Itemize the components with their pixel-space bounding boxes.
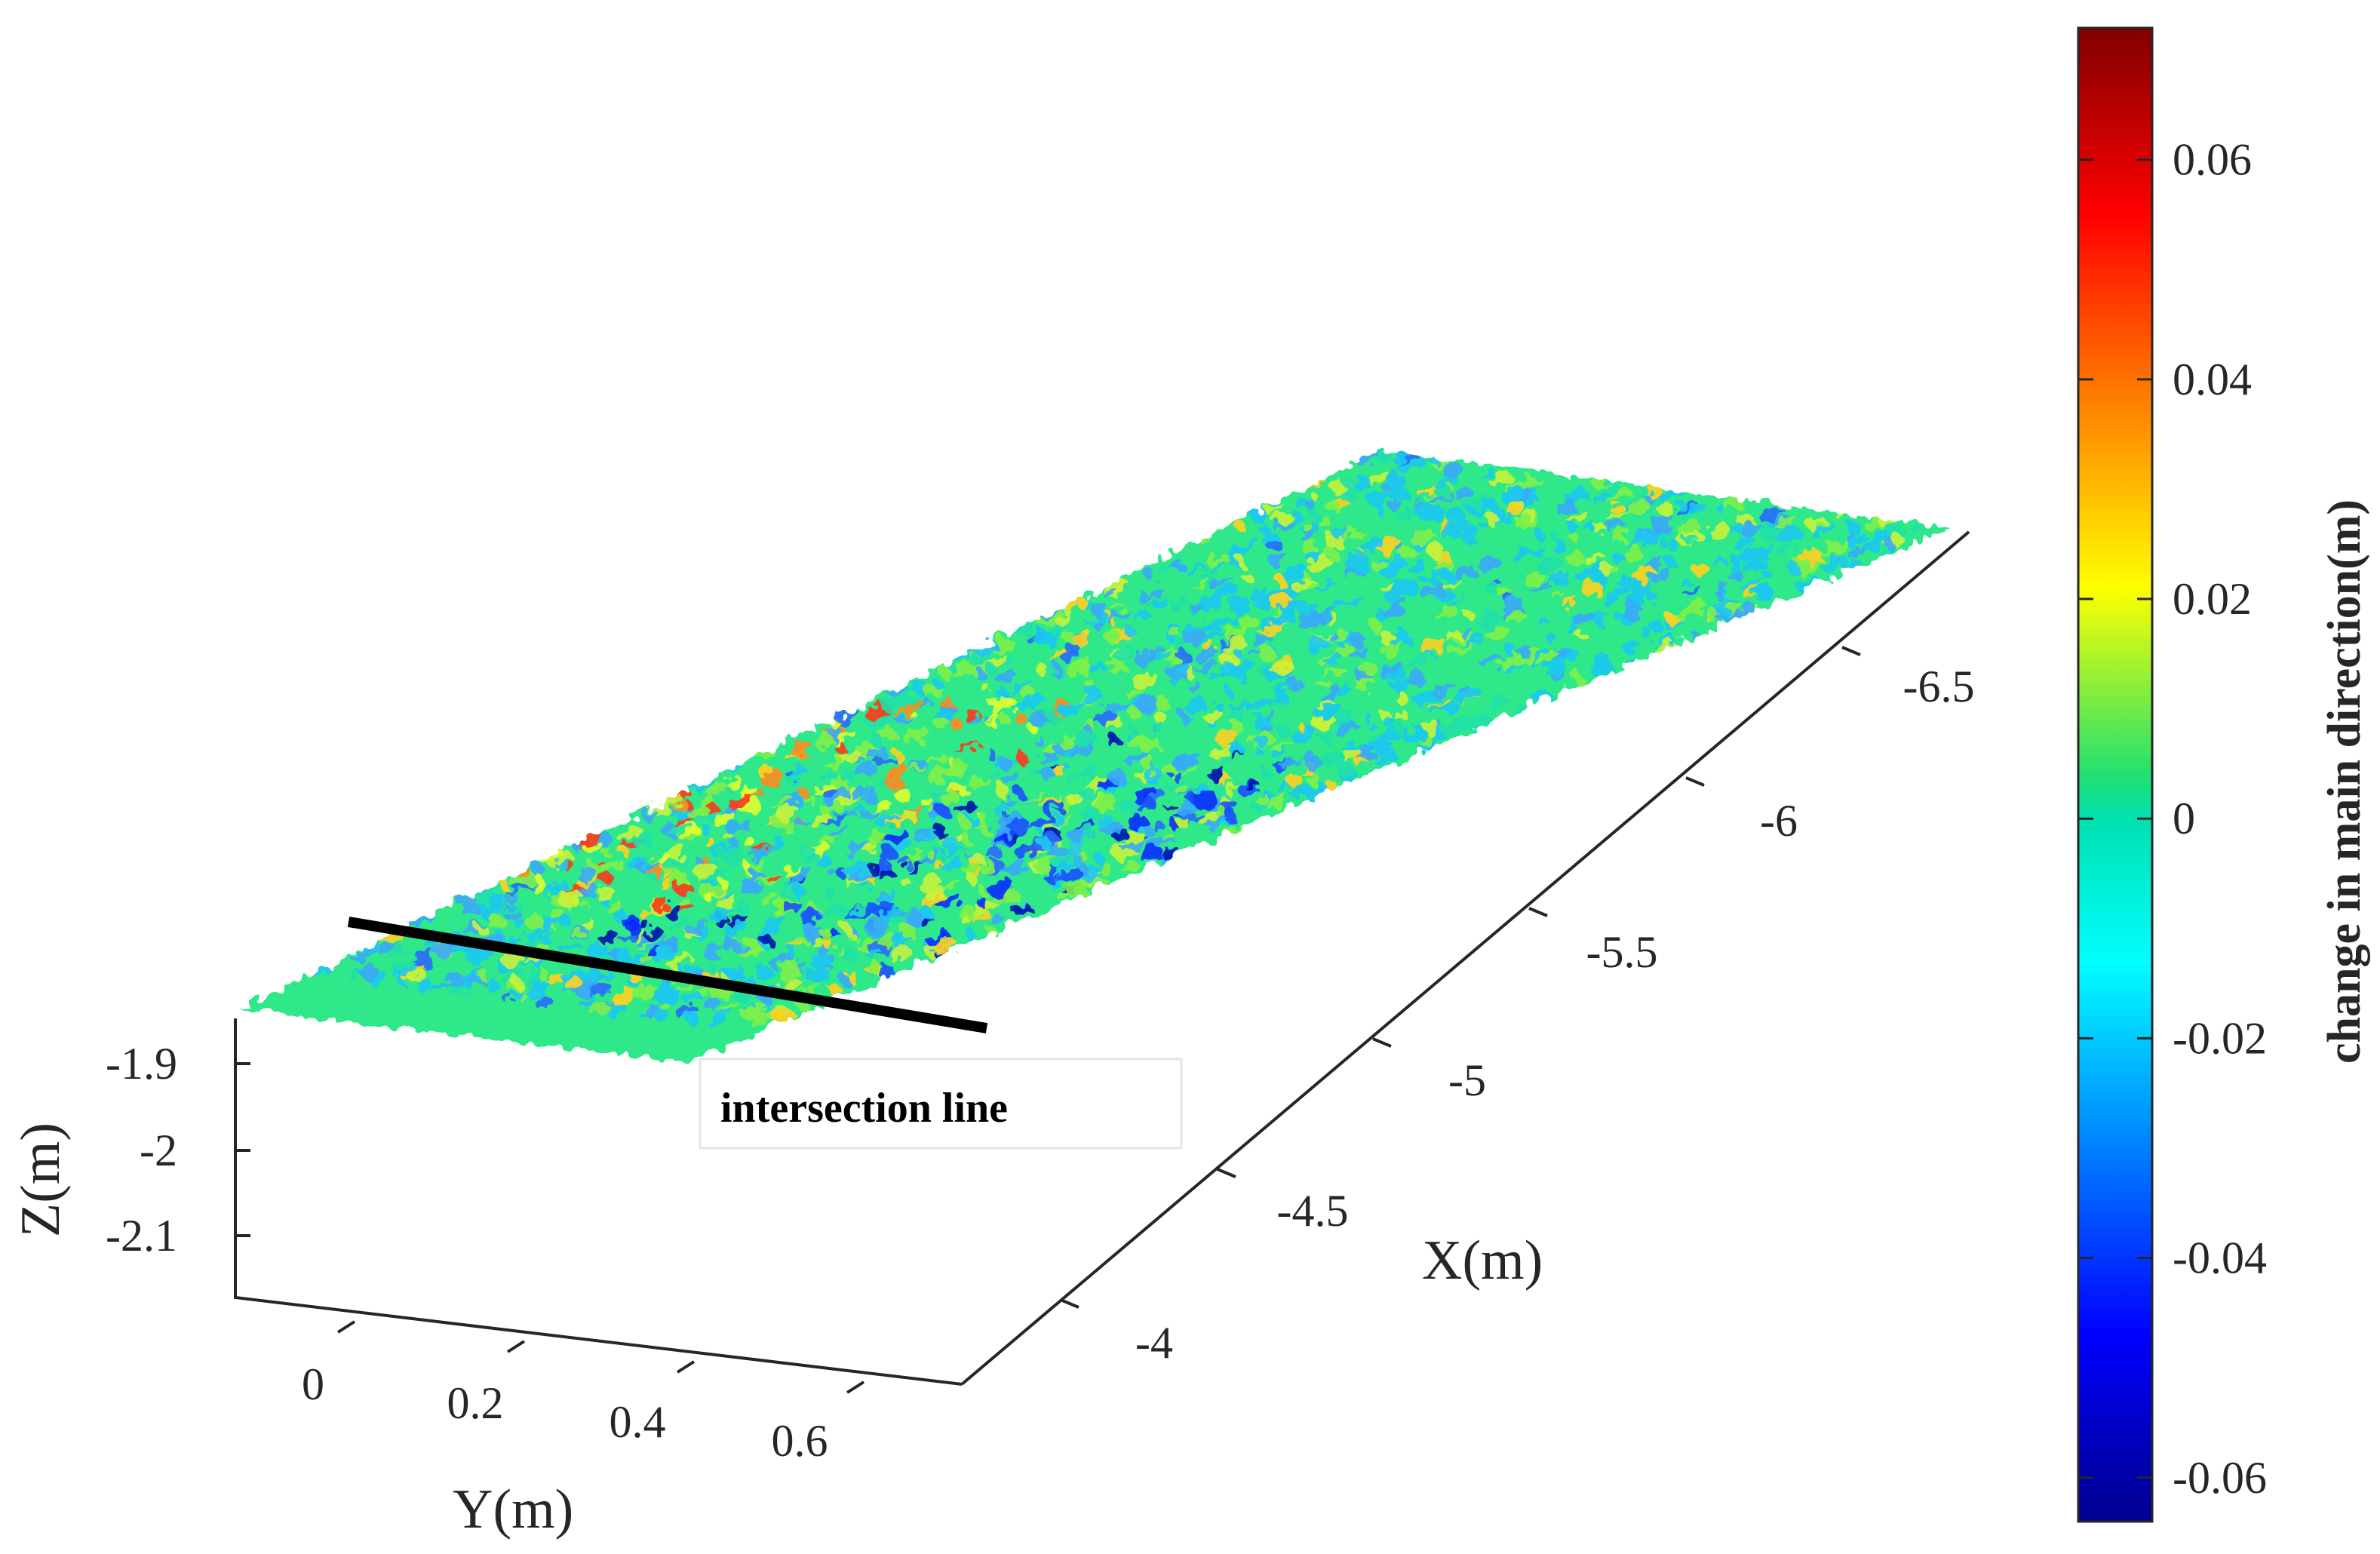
x-tick-mark bbox=[1372, 1037, 1392, 1048]
colorbar-tick-label: -0.06 bbox=[2173, 1453, 2267, 1503]
x-tick-mark bbox=[1685, 776, 1705, 787]
colorbar-tick-label: -0.04 bbox=[2173, 1233, 2267, 1283]
y-tick-mark bbox=[846, 1380, 865, 1394]
y-tick-mark bbox=[336, 1320, 356, 1334]
x-tick-label: -4 bbox=[1135, 1318, 1173, 1368]
x-tick-mark bbox=[1217, 1168, 1236, 1178]
colorbar-label: change in main direction(m) bbox=[2319, 499, 2370, 1064]
z-tick-label: -1.9 bbox=[106, 1039, 177, 1089]
colorbar-gradient bbox=[2077, 26, 2154, 1523]
y-tick-label: 0.4 bbox=[610, 1397, 666, 1447]
z-axis-label: Z(m) bbox=[10, 1123, 72, 1237]
z-tick-label: -2.1 bbox=[106, 1211, 177, 1261]
x-tick-label: -4.5 bbox=[1277, 1186, 1349, 1236]
colorbar-tick-label: 0.04 bbox=[2173, 355, 2252, 404]
x-tick-label: -6.5 bbox=[1903, 662, 1975, 711]
ticks: -1.9 -2 -2.1 0 0.2 0.4 0.6 -4 -4.5 -5 -5.5 -6 -6.5 bbox=[106, 646, 1975, 1466]
x-axis-line bbox=[960, 530, 1970, 1386]
x-tick-label: -5 bbox=[1448, 1055, 1486, 1105]
annotation-text: intersection line bbox=[720, 1085, 1008, 1132]
x-tick-mark bbox=[1060, 1298, 1079, 1309]
x-tick-label: -6 bbox=[1760, 796, 1798, 846]
point-cloud-surface bbox=[239, 451, 1950, 1062]
y-axis-label: Y(m) bbox=[453, 1479, 573, 1540]
y-tick-label: 0 bbox=[302, 1359, 324, 1409]
colorbar-tick-label: 0 bbox=[2173, 794, 2195, 843]
colorbar-tick-label: -0.02 bbox=[2173, 1013, 2267, 1063]
colorbar-tick-label: 0.02 bbox=[2173, 574, 2252, 624]
colorbar: 0.06 0.04 0.02 0 -0.02 -0.04 -0.06 change in m… bbox=[2077, 26, 2370, 1523]
x-tick-mark bbox=[1528, 907, 1548, 917]
z-tick-label: -2 bbox=[140, 1126, 177, 1175]
x-tick-mark bbox=[1841, 646, 1861, 656]
z-axis-line bbox=[234, 1018, 963, 1386]
intersection-line bbox=[347, 917, 988, 1033]
annotation-box: intersection line bbox=[699, 1058, 1183, 1150]
y-tick-label: 0.2 bbox=[447, 1378, 504, 1428]
y-tick-mark bbox=[506, 1340, 526, 1353]
colorbar-tick-label: 0.06 bbox=[2173, 135, 2252, 185]
x-axis-label: X(m) bbox=[1422, 1230, 1543, 1291]
axes bbox=[234, 530, 1970, 1386]
y-tick-mark bbox=[676, 1360, 696, 1374]
y-tick-label: 0.6 bbox=[772, 1416, 828, 1466]
x-tick-label: -5.5 bbox=[1586, 927, 1658, 977]
